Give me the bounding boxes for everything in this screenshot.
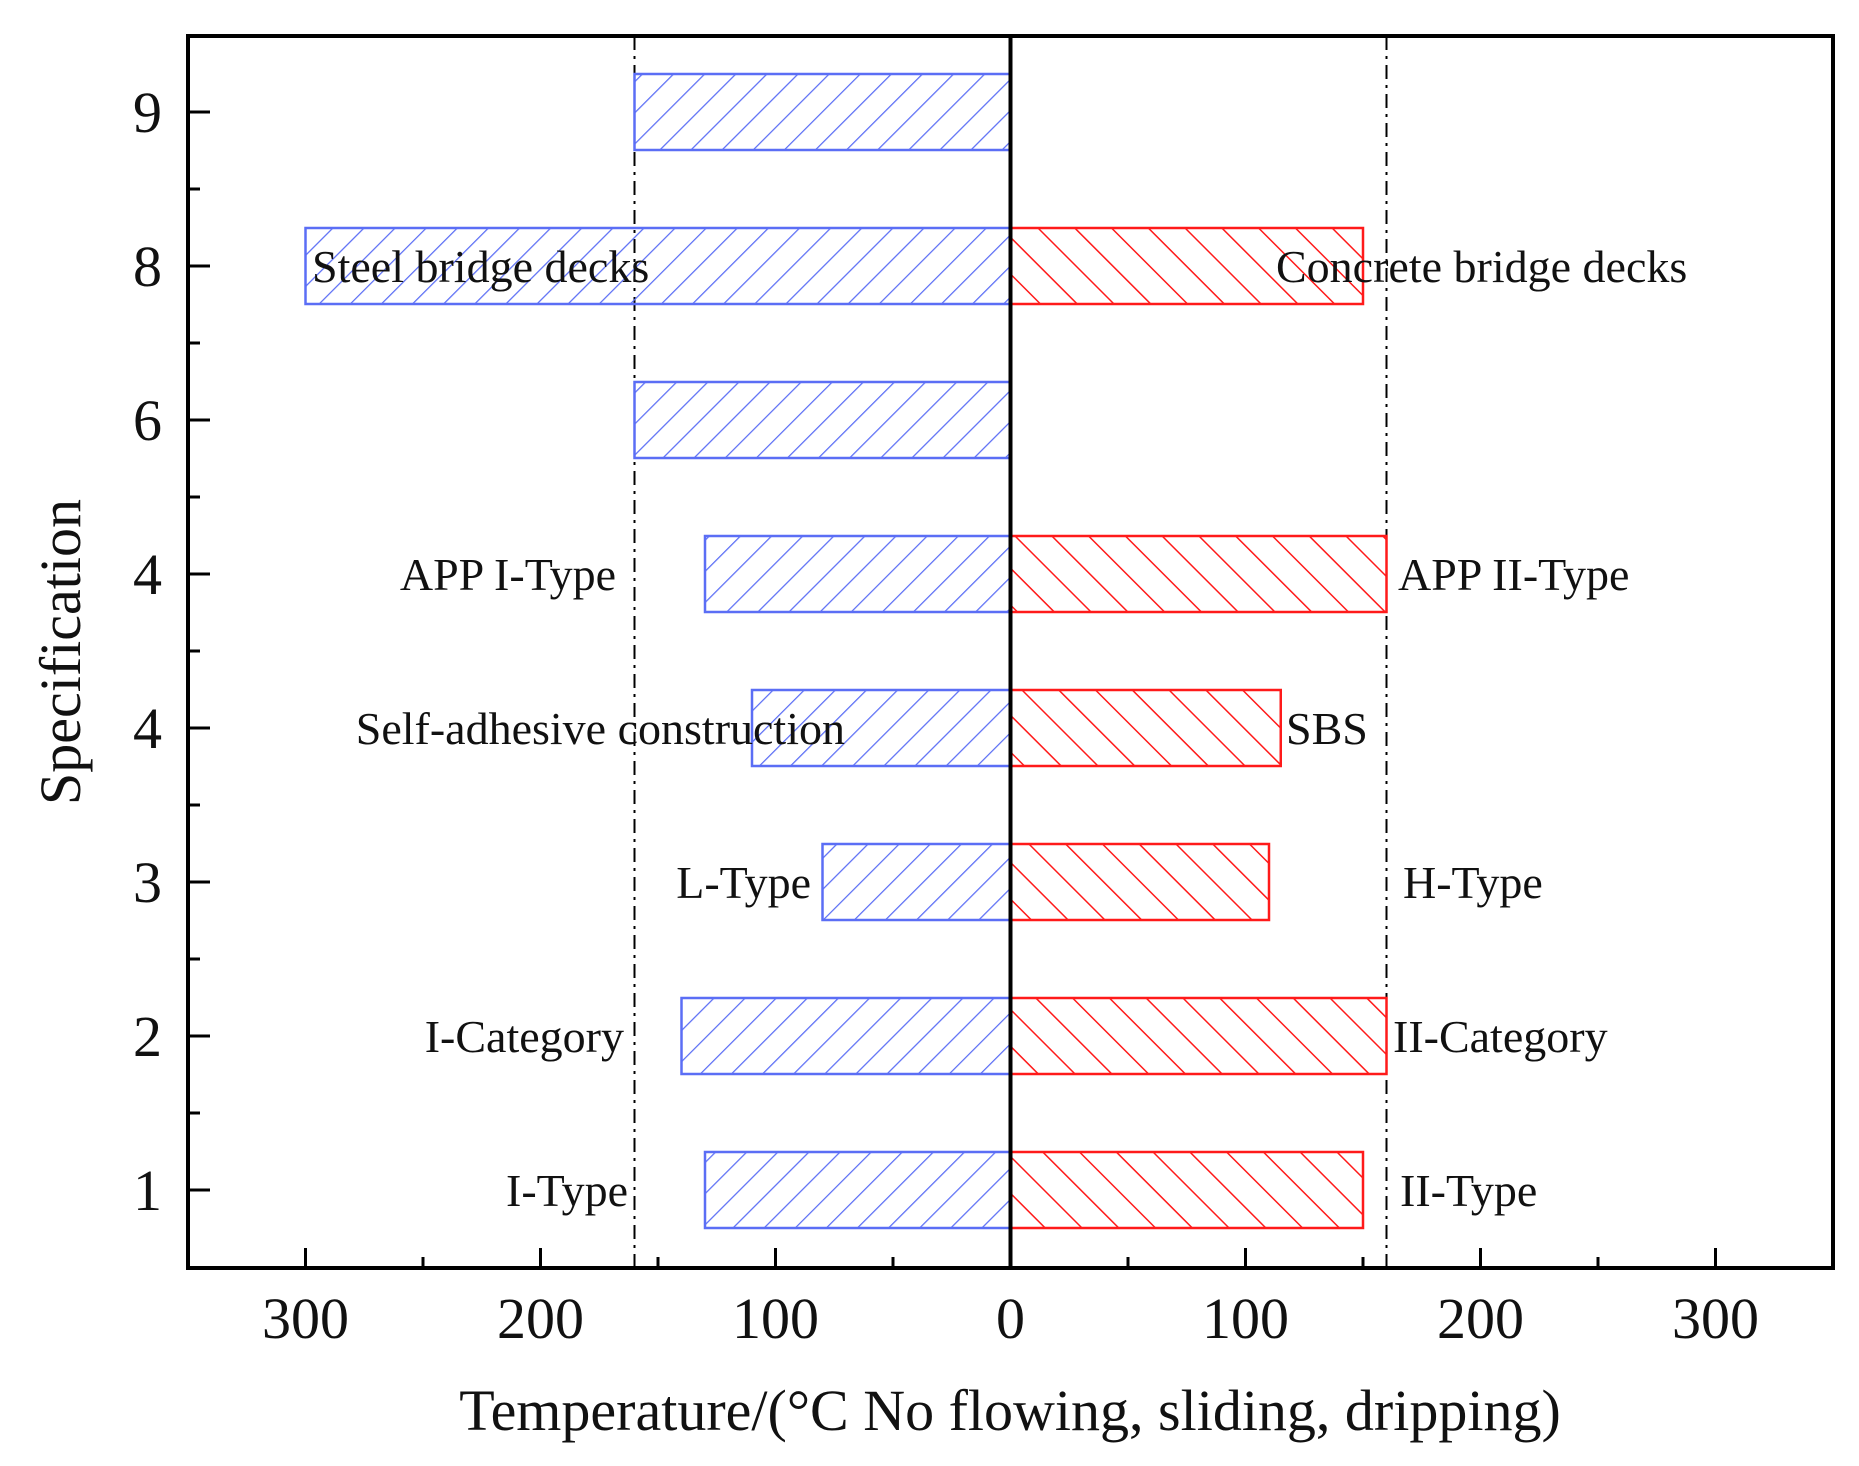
y-tick-label: 4 — [133, 542, 162, 607]
y-tick-label: 6 — [133, 388, 162, 453]
x-tick-label: 300 — [1672, 1286, 1759, 1351]
left-bar — [633, 380, 1012, 460]
left-bar — [821, 842, 1012, 922]
left-bar-label: Self-adhesive construction — [356, 703, 845, 754]
y-tick-label: 9 — [133, 80, 162, 145]
left-bar — [703, 534, 1012, 614]
right-bar — [1009, 1150, 1365, 1230]
left-bar — [304, 226, 1012, 306]
right-bar-label: II-Type — [1400, 1165, 1537, 1216]
right-bar — [1009, 688, 1282, 768]
x-tick-label: 200 — [1437, 1286, 1524, 1351]
left-bar-label: I-Category — [425, 1011, 624, 1062]
left-bar — [703, 1150, 1012, 1230]
x-tick-label: 100 — [732, 1286, 819, 1351]
right-bar — [1009, 842, 1271, 922]
y-tick-label: 4 — [133, 696, 162, 761]
x-axis-title: Temperature/(°C No flowing, sliding, dri… — [459, 1378, 1561, 1443]
right-bar — [1009, 534, 1388, 614]
y-tick-label: 8 — [133, 234, 162, 299]
left-bar-label: Steel bridge decks — [312, 241, 649, 292]
x-tick-label: 200 — [497, 1286, 584, 1351]
left-bar — [750, 688, 1012, 768]
left-bar — [680, 996, 1012, 1076]
x-tick-label: 100 — [1202, 1286, 1289, 1351]
left-bar-label: I-Type — [506, 1165, 628, 1216]
y-tick-label: 1 — [133, 1158, 162, 1223]
left-bar-label: L-Type — [676, 857, 811, 908]
y-tick-label: 3 — [133, 850, 162, 915]
y-axis-title: Specification — [28, 499, 93, 805]
right-bar — [1009, 996, 1388, 1076]
x-tick-label: 0 — [996, 1286, 1025, 1351]
right-bar-label: SBS — [1286, 703, 1368, 754]
right-bar-label: Concrete bridge decks — [1276, 241, 1687, 292]
right-bar-label: H-Type — [1403, 857, 1543, 908]
left-bar-label: APP I-Type — [400, 549, 616, 600]
x-tick-label: 300 — [262, 1286, 349, 1351]
right-bar-label: II-Category — [1393, 1011, 1608, 1062]
right-bar-label: APP II-Type — [1398, 549, 1629, 600]
left-bar — [633, 72, 1012, 152]
y-tick-label: 2 — [133, 1004, 162, 1069]
